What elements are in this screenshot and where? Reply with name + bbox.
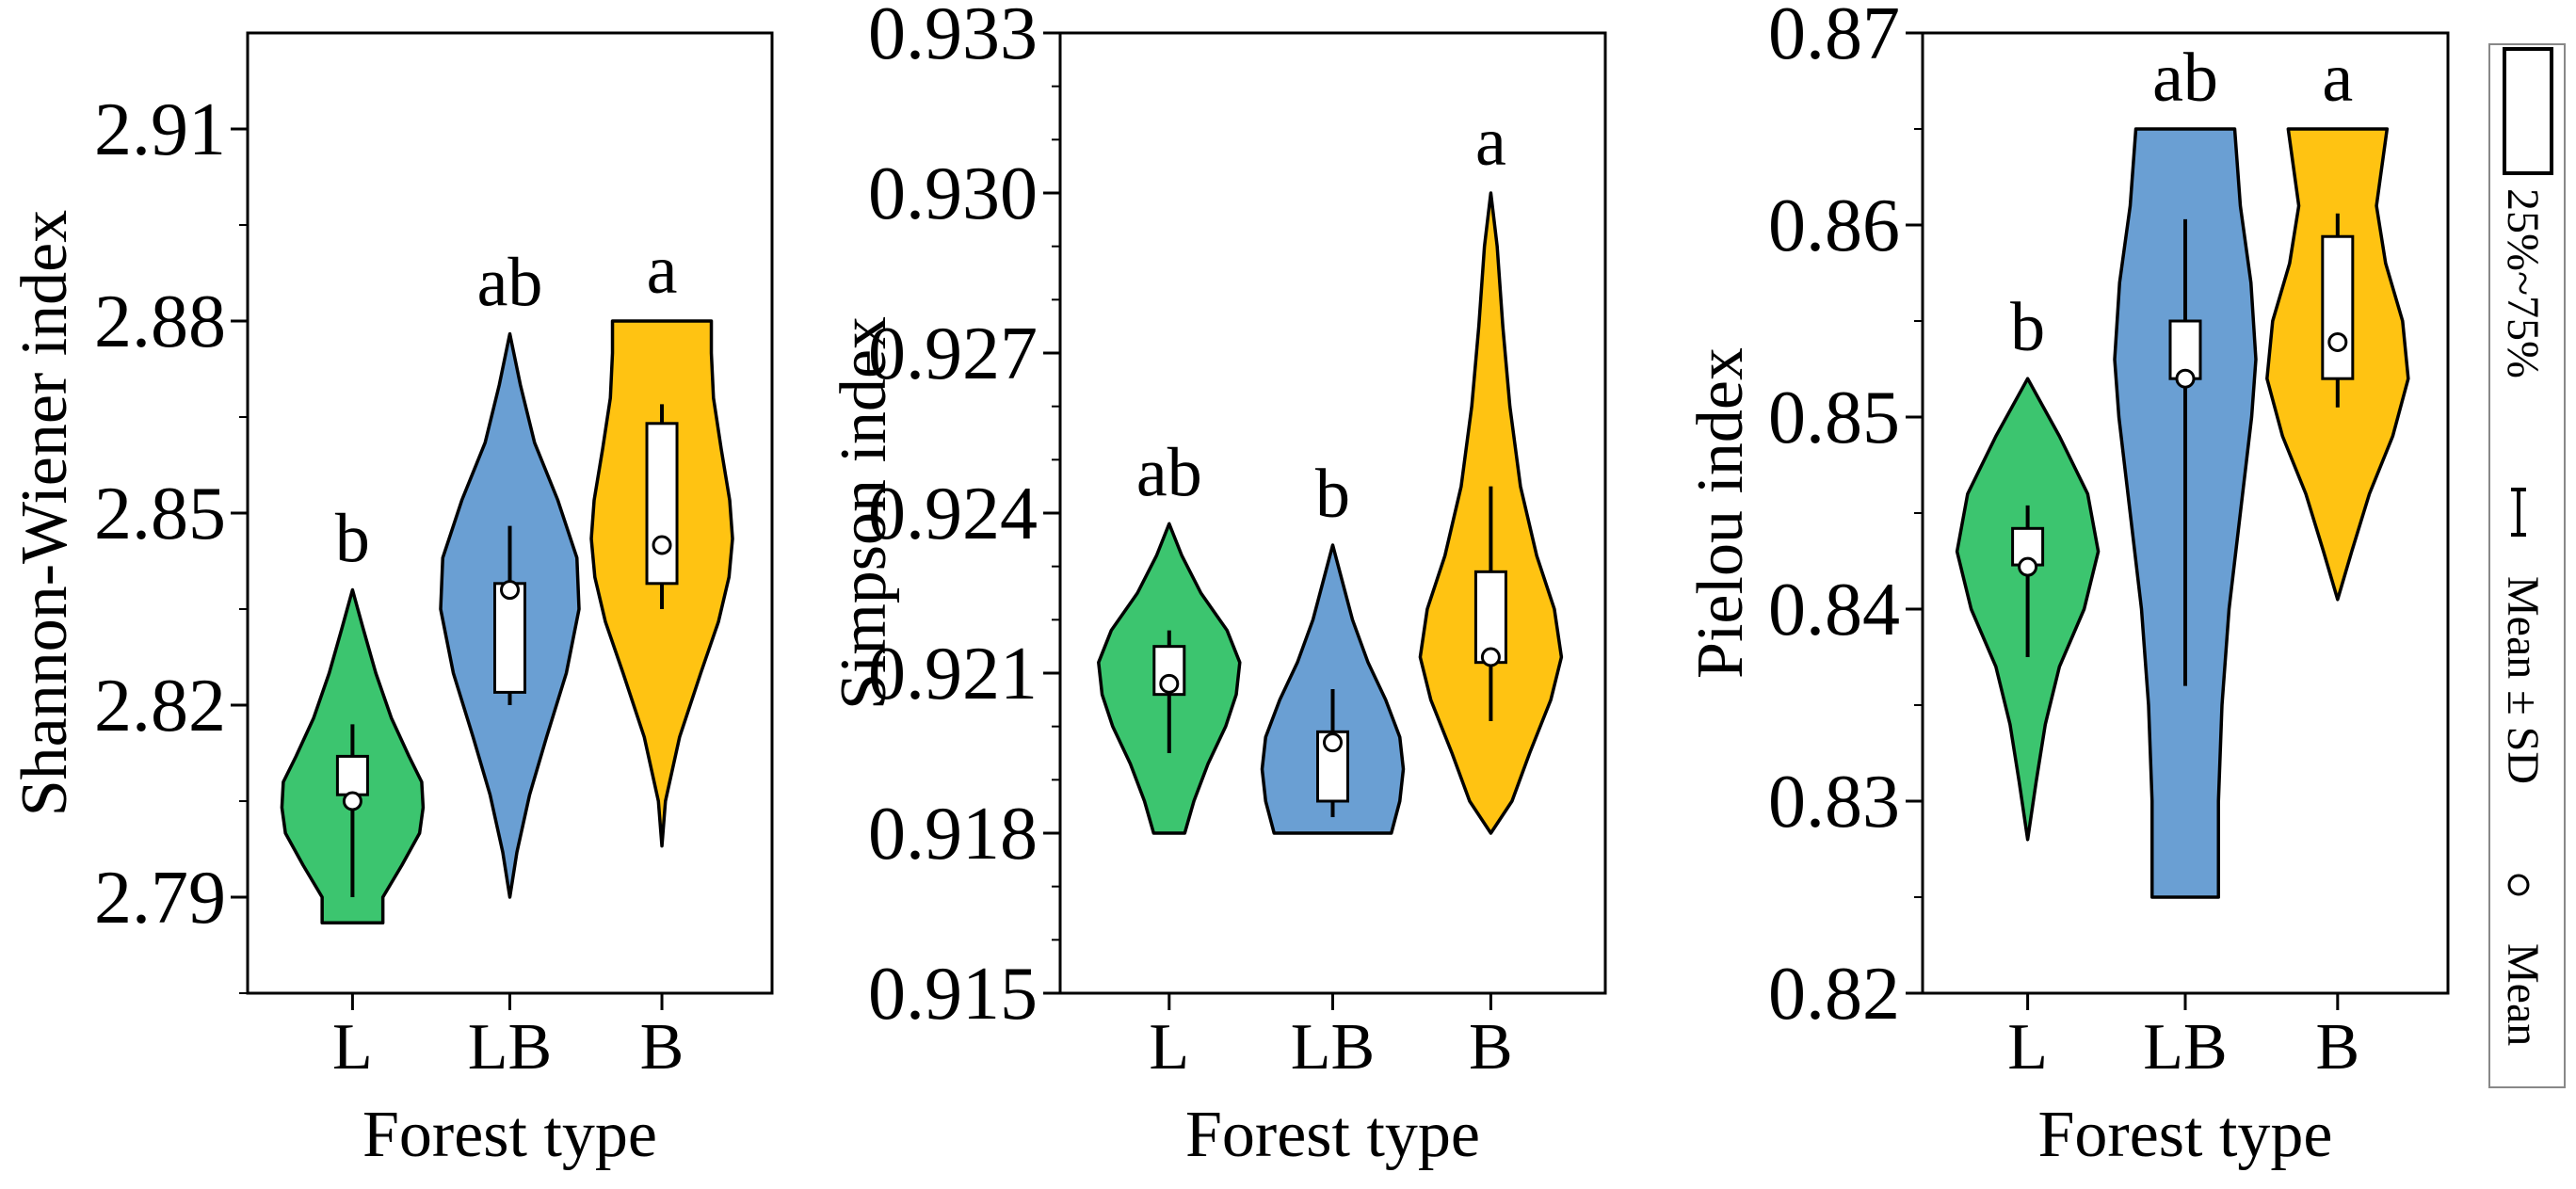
y-tick-label: 0.927	[868, 313, 1038, 395]
significance-letter-LB: b	[1315, 456, 1350, 533]
legend-box-swatch	[2503, 47, 2553, 175]
iqr-box-LB	[493, 582, 526, 694]
y-tick-label: 2.82	[94, 665, 226, 747]
plot-frame	[246, 31, 774, 995]
mean-marker-LB	[2175, 368, 2196, 389]
violin-group-LB: ab	[2113, 40, 2258, 899]
legend-mean-label: Mean	[2498, 943, 2548, 1046]
y-tick-label: 0.86	[1768, 185, 1900, 267]
y-axis-title: Pielou index	[1684, 347, 1757, 679]
violin-group-L: ab	[1097, 434, 1242, 835]
x-tick-label-L: L	[332, 1011, 373, 1084]
iqr-box-B	[645, 422, 679, 586]
y-tick-label: 0.87	[1768, 0, 1900, 75]
x-tick-label-B: B	[640, 1011, 684, 1084]
legend-sd-whisker-icon	[2511, 488, 2526, 537]
significance-letter-B: a	[2322, 40, 2353, 117]
plot-frame	[1058, 31, 1607, 995]
legend-box-label: 25%~75%	[2498, 188, 2548, 378]
y-tick-label: 0.82	[1768, 953, 1900, 1036]
y-axis-title: Shannon-Wiener index	[8, 210, 81, 817]
mean-marker-L	[342, 791, 362, 811]
mean-marker-B	[2327, 331, 2348, 352]
chart-panel-3: 0.82 0.83 0.84 0.85 0.86 0.87 L LB B Forest type P…	[1684, 0, 2450, 1171]
y-tick-label: 0.921	[868, 633, 1038, 715]
violin-group-LB: b	[1260, 456, 1406, 835]
y-tick-label: 2.79	[94, 857, 226, 940]
violin-group-LB: ab	[439, 245, 581, 899]
mean-marker-L	[1159, 673, 1180, 694]
x-tick-label-LB: LB	[2143, 1011, 2227, 1084]
y-tick-label: 0.85	[1768, 377, 1900, 459]
x-axis-title: Forest type	[2037, 1099, 2332, 1171]
x-tick-label-LB: LB	[468, 1011, 552, 1084]
mean-marker-LB	[500, 580, 520, 601]
iqr-box-B	[2321, 234, 2355, 380]
significance-letter-LB: ab	[2152, 40, 2218, 117]
violin-group-L: b	[1955, 289, 2101, 842]
legend-frame	[2488, 43, 2566, 1088]
mean-marker-L	[2018, 556, 2038, 577]
x-axis-title: Forest type	[362, 1099, 657, 1171]
x-tick-label-B: B	[2315, 1011, 2359, 1084]
y-tick-label: 0.83	[1768, 761, 1900, 844]
x-tick-label-B: B	[1469, 1011, 1513, 1084]
iqr-box-L	[2011, 526, 2045, 567]
violin-group-B: a	[2265, 40, 2410, 602]
mean-marker-B	[1480, 647, 1501, 667]
y-tick-label: 0.930	[868, 153, 1038, 235]
chart-panel-1: 2.79 2.82 2.85 2.88 2.91 L LB B Forest type Shann…	[8, 31, 774, 1171]
x-tick-label-L: L	[1149, 1011, 1189, 1084]
legend-sd-label: Mean ± SD	[2498, 576, 2548, 784]
legend-mean-icon	[2507, 874, 2530, 896]
y-tick-label: 0.915	[868, 953, 1038, 1036]
y-tick-label: 0.933	[868, 0, 1038, 75]
y-tick-label: 2.88	[94, 281, 226, 363]
x-axis-title: Forest type	[1185, 1099, 1480, 1171]
violin-group-L: b	[280, 501, 426, 924]
mean-marker-B	[652, 535, 672, 555]
y-axis-title: Simpson index	[828, 316, 900, 710]
plot-frame	[1921, 31, 2450, 995]
violin-group-B: a	[1418, 104, 1564, 835]
y-tick-label: 2.91	[94, 88, 226, 171]
significance-letter-L: ab	[1136, 434, 1202, 511]
significance-letter-B: a	[1475, 104, 1506, 181]
x-tick-label-L: L	[2007, 1011, 2048, 1084]
significance-letter-B: a	[647, 232, 678, 309]
y-tick-label: 0.924	[868, 473, 1038, 555]
y-tick-label: 2.85	[94, 473, 226, 555]
x-tick-label-LB: LB	[1291, 1011, 1375, 1084]
legend: 25%~75% Mean ± SD Mean	[2488, 43, 2566, 1088]
mean-marker-LB	[1323, 732, 1343, 753]
violin-group-B: a	[589, 232, 734, 848]
y-tick-label: 0.84	[1768, 569, 1900, 651]
significance-letter-L: b	[2010, 289, 2045, 366]
iqr-box-L	[335, 754, 369, 796]
chart-panel-2: 0.915 0.918 0.921 0.924 0.927 0.930 0.933 L LB BF…	[828, 0, 1607, 1171]
significance-letter-LB: ab	[477, 245, 543, 322]
y-tick-label: 0.918	[868, 793, 1038, 876]
significance-letter-L: b	[335, 501, 370, 578]
